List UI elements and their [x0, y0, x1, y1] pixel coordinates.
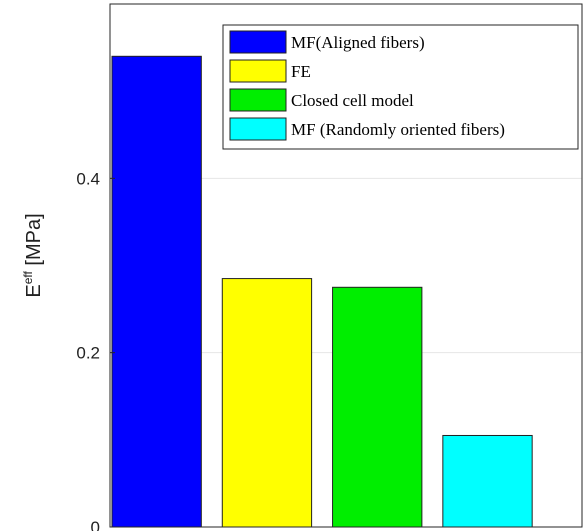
y-tick-label: 0.2	[76, 344, 100, 363]
legend-swatch	[229, 59, 287, 83]
legend-swatch	[229, 117, 287, 141]
bar-4	[442, 434, 533, 528]
legend-swatch	[229, 88, 287, 112]
bar-2	[221, 278, 313, 528]
legend-label: FE	[291, 62, 311, 81]
y-axis-label-superscript: eff	[21, 270, 35, 284]
axes-frame	[109, 3, 583, 528]
y-axis-label: Eeff [MPa]	[21, 213, 45, 297]
legend-swatch	[229, 30, 287, 54]
legend-label: MF (Randomly oriented fibers)	[291, 120, 505, 139]
y-ticks: 0 0.2 0.4	[76, 169, 115, 531]
legend-label: Closed cell model	[291, 91, 414, 110]
bars	[111, 55, 533, 528]
y-tick-label: 0.4	[76, 169, 100, 188]
y-axis-label-base: E	[23, 284, 45, 297]
y-tick-label: 0	[91, 518, 100, 531]
legend-label: MF(Aligned fibers)	[291, 33, 425, 52]
bar-3	[332, 286, 423, 528]
y-axis-label-unit: [MPa]	[23, 213, 45, 271]
bar-1	[111, 55, 202, 528]
legend: MF(Aligned fibers) FE Closed cell model MF …	[222, 24, 579, 150]
